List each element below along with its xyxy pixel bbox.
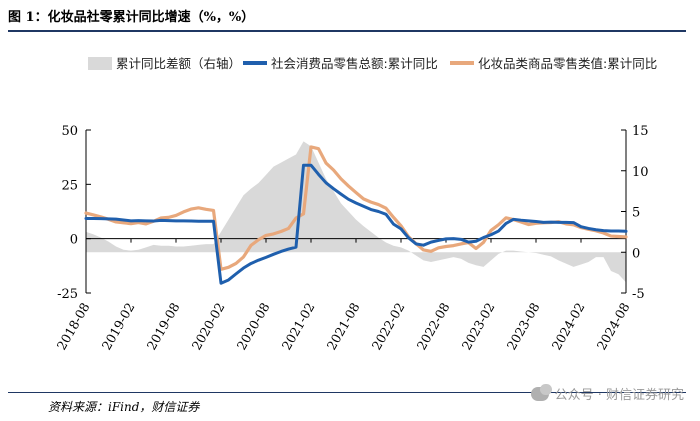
x-tick-label: 2022-02 [369,300,408,352]
x-tick-label: 2019-08 [144,300,183,353]
area-layer [86,141,626,283]
legend-swatch-0 [88,57,112,70]
legend-label-2: 化妆品类商品零售类值:累计同比 [478,56,657,71]
right-tick-label: 0 [632,246,640,261]
line-series-0 [84,145,628,271]
right-tick-label: 15 [632,124,649,139]
line-layer [84,145,628,285]
right-tick-label: -5 [632,287,645,302]
x-tick-label: 2020-02 [189,300,228,352]
x-tick-label: 2023-08 [504,300,543,353]
wechat-icon [530,383,552,401]
right-tick-label: 10 [632,165,649,180]
x-tick-label: 2024-08 [594,300,633,353]
line-series-1 [84,163,628,285]
footer-rule [8,392,686,393]
watermark: 公众号 · 财信证券研究 [530,383,684,403]
area-series-difference [86,141,626,283]
left-tick-label: -25 [57,287,78,302]
source-note: 资料来源：iFind，财信证券 [48,400,200,414]
figure-title: 图 1：化妆品社零累计同比增速（%，%） [8,10,255,25]
watermark-text: 公众号 · 财信证券研究 [554,388,684,403]
x-tick-label: 2023-02 [459,300,498,352]
title-rule [8,30,686,32]
x-tick-label: 2019-02 [99,300,138,352]
left-tick-label: 50 [61,124,78,139]
x-tick-label: 2024-02 [549,300,588,352]
right-tick-label: 5 [632,206,640,221]
x-tick-label: 2018-08 [54,300,93,353]
legend-label-0: 累计同比差额（右轴） [116,56,241,71]
x-tick-label: 2021-02 [279,300,318,352]
left-tick-label: 0 [70,233,78,248]
x-tick-label: 2020-08 [234,300,273,353]
legend-label-1: 社会消费品零售总额:累计同比 [271,56,438,71]
chart-legend: 累计同比差额（右轴） 社会消费品零售总额:累计同比 化妆品类商品零售类值:累计同比 [88,56,657,71]
left-tick-label: 25 [61,178,78,193]
x-tick-label: 2022-08 [414,300,453,353]
x-tick-label: 2021-08 [324,300,363,353]
